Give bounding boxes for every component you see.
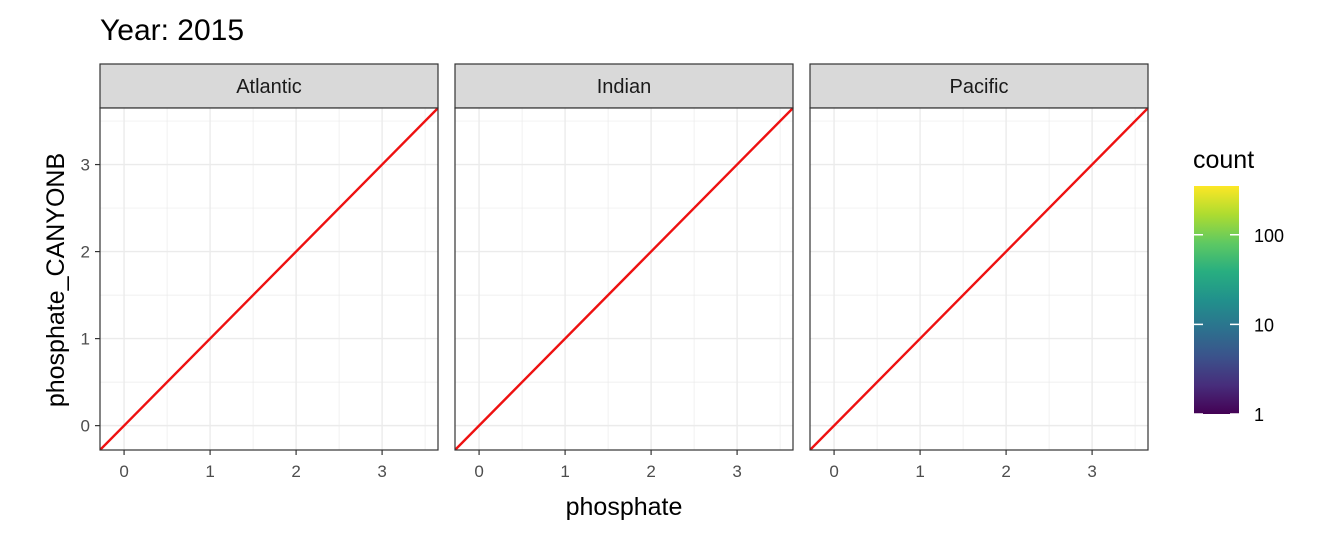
x-tick-label: 2 (291, 462, 300, 481)
facet-strip-label: Atlantic (236, 76, 302, 98)
x-tick-label: 1 (205, 462, 214, 481)
legend-tick-label: 100 (1254, 226, 1284, 246)
y-axis-label: phosphate_CANYONB (42, 153, 70, 407)
x-tick-label: 0 (829, 462, 838, 481)
facet-strip (99, 63, 439, 109)
reference-line (455, 108, 793, 450)
panel-border (99, 107, 439, 451)
legend-tick-label: 10 (1254, 315, 1274, 335)
x-tick-label: 3 (1087, 462, 1096, 481)
y-tick-label: 0 (81, 417, 90, 436)
facet-strip-label: Indian (597, 76, 652, 98)
legend-tick-label: 1 (1254, 405, 1264, 425)
facet-panel-indian: Indian 0 1 2 3 (454, 63, 794, 481)
y-tick-label: 2 (81, 243, 90, 262)
facet-strip-label: Pacific (950, 76, 1009, 98)
y-tick-label: 1 (81, 330, 90, 349)
facet-strip (809, 63, 1149, 109)
x-tick-label: 3 (732, 462, 741, 481)
panel-border (454, 107, 794, 451)
chart-title: Year: 2015 (100, 14, 244, 47)
facet-panels: Atlantic 0 1 2 3 0 1 2 3 Indian 0 1 2 3 Pacific 0 1 2 3 (81, 63, 1149, 481)
x-axis-label: phosphate (566, 493, 683, 521)
y-tick-label: 3 (81, 156, 90, 175)
x-tick-label: 1 (560, 462, 569, 481)
reference-line (810, 108, 1148, 450)
x-tick-label: 3 (377, 462, 386, 481)
x-tick-label: 1 (915, 462, 924, 481)
facet-panel-pacific: Pacific 0 1 2 3 (809, 63, 1149, 481)
color-legend: count 1 10 100 (1193, 146, 1284, 425)
x-tick-label: 2 (1001, 462, 1010, 481)
facet-panel-atlantic: Atlantic 0 1 2 3 0 1 2 3 (81, 63, 439, 481)
x-tick-label: 0 (119, 462, 128, 481)
x-tick-label: 0 (474, 462, 483, 481)
reference-line (100, 108, 438, 450)
legend-ticks: 1 10 100 (1194, 226, 1284, 425)
panel-border (809, 107, 1149, 451)
x-tick-label: 2 (646, 462, 655, 481)
legend-title: count (1193, 146, 1254, 174)
legend-colorbar (1194, 186, 1239, 414)
